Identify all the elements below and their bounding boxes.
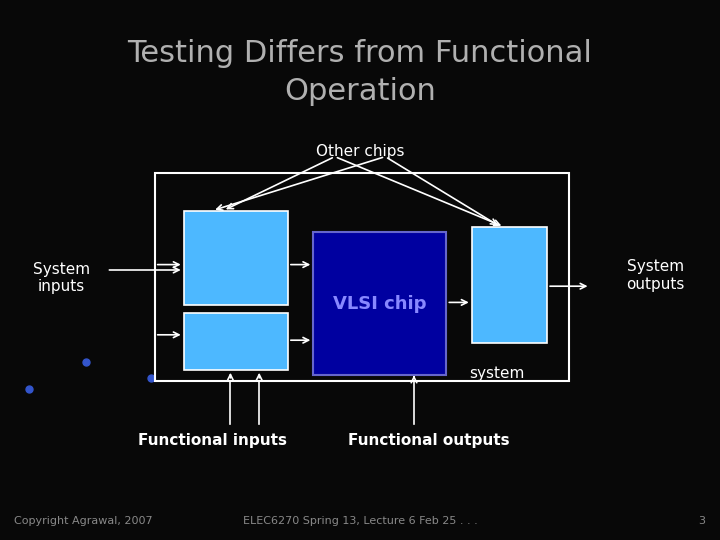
Text: VLSI chip: VLSI chip (333, 295, 426, 313)
Bar (184, 313, 288, 370)
Text: ELEC6270 Spring 13, Lecture 6 Feb 25 . . .: ELEC6270 Spring 13, Lecture 6 Feb 25 . .… (243, 516, 477, 526)
Text: Operation: Operation (284, 77, 436, 106)
Text: Testing Differs from Functional: Testing Differs from Functional (127, 39, 593, 69)
Text: Functional inputs: Functional inputs (138, 433, 287, 448)
Text: Copyright Agrawal, 2007: Copyright Agrawal, 2007 (14, 516, 153, 526)
Text: System
inputs: System inputs (32, 262, 90, 294)
Text: 3: 3 (698, 516, 706, 526)
Text: Other chips: Other chips (316, 144, 404, 159)
Bar (313, 232, 446, 375)
Bar (155, 173, 569, 381)
Bar (472, 227, 547, 343)
Text: System
outputs: System outputs (626, 259, 685, 292)
Text: system: system (469, 366, 524, 381)
Bar (184, 211, 288, 305)
Text: Functional outputs: Functional outputs (348, 433, 509, 448)
